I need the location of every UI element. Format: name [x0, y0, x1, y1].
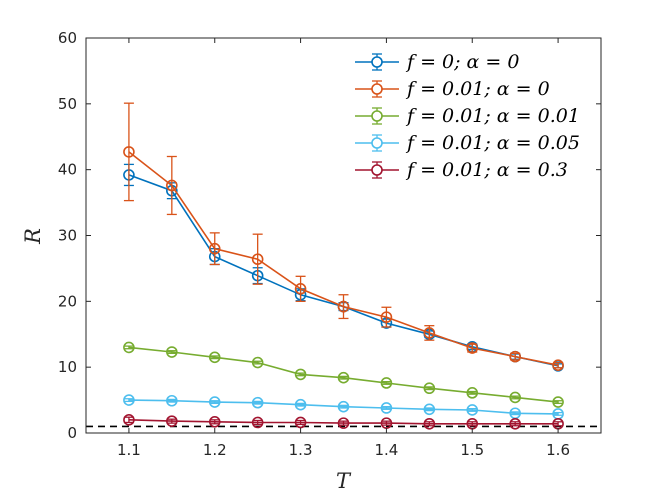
y-tick-label: 50	[58, 95, 77, 113]
legend-entry-1: f = 0; α = 0	[355, 51, 519, 73]
data-point	[166, 179, 178, 192]
legend-marker	[371, 164, 383, 176]
y-axis-label: R	[21, 228, 45, 245]
data-point	[123, 414, 135, 426]
data-point	[294, 416, 307, 429]
x-axis-label: T	[336, 469, 352, 493]
data-point	[423, 382, 436, 395]
y-tick-label: 60	[58, 29, 77, 47]
data-point	[466, 387, 479, 399]
legend-entry-5: f = 0.01; α = 0.3	[355, 159, 568, 181]
data-point	[166, 346, 178, 358]
data-point	[380, 311, 393, 323]
data-point	[337, 300, 350, 313]
series-4	[123, 394, 564, 420]
data-point	[509, 417, 521, 430]
data-point	[166, 415, 178, 427]
axes: 1.1 1.2 1.3 1.4 1.5 1.6 0 10 20 30 40 50 60	[58, 29, 602, 459]
x-tick-label: 1.1	[117, 441, 141, 459]
data-point	[423, 327, 436, 339]
data-point	[423, 403, 436, 416]
legend-label: f = 0.01; α = 0	[405, 78, 550, 100]
legend-marker	[371, 83, 383, 95]
data-point	[123, 341, 135, 354]
y-tick-label: 40	[58, 161, 77, 179]
data-point	[166, 394, 178, 407]
data-point	[251, 356, 264, 369]
y-tick-label: 30	[58, 227, 77, 245]
legend-label: f = 0; α = 0	[405, 51, 519, 73]
data-point	[380, 402, 393, 414]
legend-marker	[371, 110, 383, 122]
data-point	[337, 371, 350, 384]
legend-label: f = 0.01; α = 0.3	[405, 159, 568, 181]
y-tick-label: 0	[67, 424, 77, 442]
data-point	[251, 396, 264, 409]
x-tick-label: 1.3	[289, 441, 313, 459]
data-point	[294, 368, 307, 381]
y-tick-label: 20	[58, 292, 77, 310]
x-tick-label: 1.2	[203, 441, 227, 459]
data-point	[552, 359, 564, 371]
data-point	[294, 398, 307, 411]
legend: f = 0; α = 0 f = 0.01; α = 0 f = 0.01; α =…	[352, 46, 594, 189]
data-point	[208, 242, 221, 255]
data-point	[380, 377, 393, 389]
legend-entry-2: f = 0.01; α = 0	[355, 78, 550, 100]
x-tick-label: 1.6	[546, 441, 570, 459]
legend-label: f = 0.01; α = 0.01	[405, 105, 580, 127]
data-point	[123, 394, 135, 406]
legend-label: f = 0.01; α = 0.05	[405, 132, 580, 154]
data-point	[466, 404, 479, 416]
data-point	[552, 396, 564, 408]
series-2	[123, 102, 564, 371]
legend-marker	[371, 137, 383, 149]
data-point	[509, 391, 521, 404]
data-point	[337, 400, 350, 413]
x-tick-label: 1.4	[374, 441, 398, 459]
data-point	[466, 342, 479, 354]
data-point	[423, 417, 436, 430]
series-layer	[123, 102, 564, 430]
data-point	[251, 253, 264, 266]
data-point	[337, 417, 350, 429]
data-point	[294, 283, 307, 295]
series-3	[123, 341, 564, 408]
y-tick-label: 10	[58, 358, 77, 376]
data-point	[208, 396, 221, 408]
series-5	[123, 414, 564, 430]
data-point	[208, 416, 221, 428]
data-point	[123, 146, 135, 158]
legend-marker	[371, 56, 383, 68]
data-point	[251, 416, 264, 429]
legend-entry-3: f = 0.01; α = 0.01	[355, 105, 580, 127]
x-tick-label: 1.5	[460, 441, 484, 459]
data-point	[509, 350, 521, 363]
data-point	[208, 351, 221, 364]
legend-box	[352, 46, 594, 189]
legend-entry-4: f = 0.01; α = 0.05	[355, 132, 580, 154]
